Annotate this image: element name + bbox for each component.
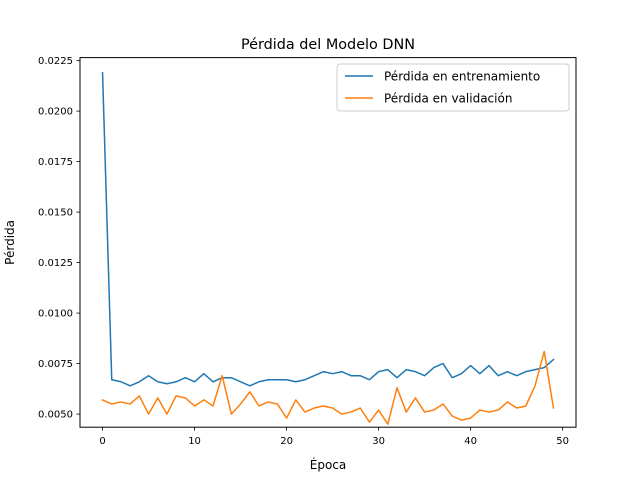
x-tick-label: 0 (99, 436, 105, 447)
legend: Pérdida en entrenamiento Pérdida en vali… (336, 63, 570, 112)
legend-label-train: Pérdida en entrenamiento (384, 70, 540, 84)
y-tick-label: 0.0175 (38, 157, 73, 168)
x-tick-label: 40 (464, 436, 477, 447)
series-line-1 (101, 350, 555, 425)
x-axis-label: Época (310, 457, 347, 472)
legend-label-val: Pérdida en validación (384, 92, 512, 106)
x-tick-label: 10 (188, 436, 201, 447)
y-tick-label: 0.0150 (38, 208, 73, 219)
x-tick-label: 50 (556, 436, 569, 447)
x-axis: 0 10 20 30 40 50 (99, 427, 569, 447)
plot-area (101, 71, 555, 425)
y-axis-label: Pérdida (3, 220, 17, 265)
series-line-0 (101, 71, 555, 387)
y-tick-label: 0.0100 (38, 309, 73, 320)
legend-box (336, 63, 570, 112)
chart-title: Pérdida del Modelo DNN (241, 37, 415, 53)
y-axis: 0.0050 0.0075 0.0100 0.0125 0.0150 0.0175 0.02… (38, 56, 80, 421)
x-tick-label: 30 (372, 436, 385, 447)
axes-frame (79, 57, 577, 428)
y-tick-label: 0.0200 (38, 107, 73, 118)
x-tick-label: 20 (280, 436, 293, 447)
y-tick-label: 0.0075 (38, 359, 73, 370)
y-tick-label: 0.0225 (38, 56, 73, 67)
y-tick-label: 0.0050 (38, 410, 73, 421)
y-tick-label: 0.0125 (38, 258, 73, 269)
